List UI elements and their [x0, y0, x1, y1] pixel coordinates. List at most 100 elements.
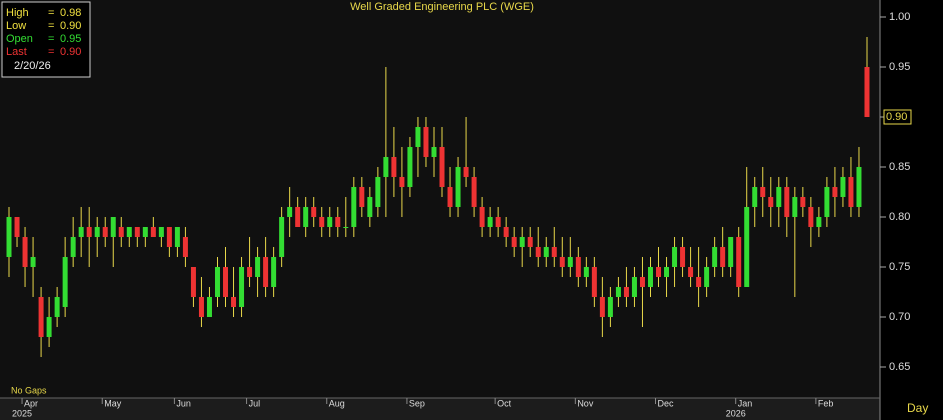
candle-body: [126, 227, 132, 237]
candle-body: [375, 177, 381, 207]
year-label: 2025: [12, 408, 32, 418]
candle-body: [567, 257, 573, 267]
chart-title: Well Graded Engineering PLC (WGE): [350, 1, 534, 13]
candle-body: [680, 247, 686, 267]
candle-body: [431, 147, 437, 157]
info-value: 0.90: [60, 20, 81, 32]
candle-body: [647, 267, 653, 287]
candle-body: [768, 197, 774, 207]
candle-body: [391, 157, 397, 177]
info-value: 0.95: [60, 33, 81, 45]
candle-body: [503, 227, 509, 237]
y-tick-label: 0.80: [889, 211, 910, 223]
candle-body: [615, 287, 621, 297]
info-sep: =: [48, 7, 54, 19]
info-name: Low: [6, 20, 26, 32]
candle-body: [744, 207, 750, 287]
candle-body: [231, 297, 237, 307]
candle-body: [736, 237, 742, 287]
candle-body: [174, 227, 180, 247]
candle-body: [511, 237, 517, 247]
x-tick-label: Jul: [249, 398, 261, 408]
x-tick-label: Sep: [409, 398, 425, 408]
candle-body: [327, 217, 333, 227]
candle-body: [776, 187, 782, 207]
candle-body: [423, 127, 429, 157]
candle-body: [62, 257, 68, 307]
candle-body: [543, 247, 549, 257]
candle-body: [487, 217, 493, 227]
candle-body: [343, 227, 349, 228]
info-sep: =: [48, 20, 54, 32]
candle-body: [760, 187, 766, 197]
candle-body: [559, 257, 565, 267]
candle-body: [223, 267, 229, 297]
candle-body: [38, 297, 44, 337]
x-tick-label: Nov: [577, 398, 594, 408]
candle-body: [78, 227, 84, 237]
y-tick-label: 0.95: [889, 61, 910, 73]
candle-body: [110, 217, 116, 237]
candle-body: [688, 267, 694, 277]
candle-body: [856, 167, 862, 207]
candle-body: [295, 207, 301, 227]
candle-body: [848, 177, 854, 207]
y-tick-label: 0.65: [889, 361, 910, 373]
candle-body: [303, 207, 309, 227]
candle-body: [792, 197, 798, 217]
candle-body: [583, 267, 589, 277]
info-name: Last: [6, 46, 27, 58]
candle-body: [495, 217, 501, 227]
candle-body: [535, 247, 541, 257]
info-name: High: [6, 7, 29, 19]
period: Day: [907, 401, 928, 415]
candle-body: [479, 207, 485, 227]
candle-body: [198, 297, 204, 317]
candle-body: [720, 247, 726, 267]
candle-body: [607, 297, 613, 317]
candle-body: [840, 177, 846, 197]
candle-body: [247, 267, 253, 277]
candle-body: [696, 277, 702, 287]
candle-body: [656, 267, 662, 277]
info-value: 0.98: [60, 7, 81, 19]
candle-body: [182, 237, 188, 257]
candle-body: [712, 247, 718, 267]
candle-body: [271, 257, 277, 287]
candle-body: [623, 287, 629, 297]
candle-body: [46, 317, 52, 337]
candle-body: [14, 217, 20, 237]
candle-body: [118, 227, 124, 237]
candle-body: [279, 217, 285, 257]
candle-body: [399, 177, 405, 187]
candle-body: [158, 227, 164, 237]
candle-body: [150, 227, 156, 237]
x-axis-strip: [0, 398, 880, 420]
candle-body: [94, 227, 100, 237]
candle-body: [263, 257, 269, 287]
candle-body: [527, 237, 533, 247]
candle-body: [383, 157, 389, 177]
info-date: 2/20/26: [14, 60, 51, 72]
candle-body: [800, 197, 806, 207]
candle-body: [672, 247, 678, 267]
y-tick-label: 0.85: [889, 161, 910, 173]
candle-body: [54, 297, 60, 317]
candle-body: [551, 247, 557, 257]
candle-body: [631, 277, 637, 297]
info-value: 0.90: [60, 46, 81, 58]
note: No Gaps: [11, 385, 47, 395]
candle-body: [206, 297, 212, 317]
info-name: Open: [6, 33, 33, 45]
candle-body: [255, 257, 261, 277]
candle-body: [22, 237, 28, 267]
candle-body: [239, 267, 245, 307]
candle-body: [816, 217, 822, 227]
y-tick-label: 0.70: [889, 311, 910, 323]
candle-body: [471, 177, 477, 207]
candle-body: [142, 227, 148, 237]
candle-body: [784, 187, 790, 217]
candle-body: [439, 147, 445, 187]
info-box: [1, 1, 91, 78]
